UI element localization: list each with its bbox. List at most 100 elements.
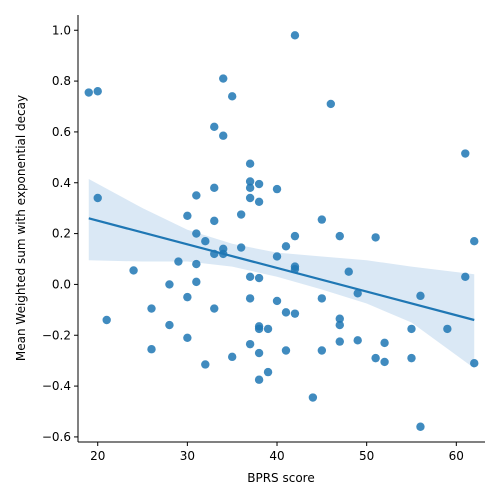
y-tick-label: 0.8 <box>52 74 71 88</box>
scatter-point <box>174 257 183 266</box>
y-tick-label: −0.6 <box>42 430 71 444</box>
scatter-point <box>380 357 389 367</box>
scatter-point <box>254 324 264 334</box>
scatter-point <box>335 320 344 330</box>
scatter-point <box>165 280 174 289</box>
scatter-point <box>245 339 255 349</box>
scatter-point <box>263 367 273 377</box>
y-tick-label: −0.2 <box>42 328 71 342</box>
scatter-point <box>254 197 264 207</box>
scatter-point <box>183 211 192 220</box>
scatter-point <box>245 183 255 193</box>
scatter-point <box>272 296 282 306</box>
scatter-point <box>147 345 156 354</box>
scatter-point <box>407 324 416 334</box>
regression-line-layer <box>88 217 475 322</box>
points-layer <box>84 31 479 431</box>
scatter-point <box>254 273 264 283</box>
scatter-point <box>183 333 192 342</box>
x-tick-label: 50 <box>359 449 374 463</box>
scatter-point <box>461 272 470 281</box>
x-ticks-layer: 20 30 40 50 60 <box>90 442 464 463</box>
scatter-point <box>165 320 174 330</box>
scatter-point <box>254 179 264 189</box>
scatter-point <box>416 422 425 431</box>
scatter-point <box>227 352 237 362</box>
scatter-point <box>335 314 344 323</box>
scatter-point <box>147 304 156 313</box>
scatter-point <box>236 210 246 219</box>
axes-layer <box>77 15 485 443</box>
scatter-point <box>254 375 264 384</box>
y-ticks-layer: −0.6 −0.4 −0.2 0.0 0.2 0.4 0.6 0.8 1.0 <box>42 23 78 444</box>
x-tick-label: 40 <box>269 449 284 463</box>
scatter-point <box>272 184 282 194</box>
scatter-point <box>263 324 273 334</box>
scatter-point <box>201 237 210 246</box>
scatter-point <box>371 353 380 363</box>
scatter-point <box>317 346 327 355</box>
y-tick-label: 0.2 <box>52 227 71 241</box>
scatter-point <box>281 346 291 355</box>
scatter-point <box>407 353 416 363</box>
scatter-point <box>254 348 264 358</box>
scatter-point <box>416 291 425 301</box>
scatter-point <box>245 272 255 281</box>
scatter-point <box>219 74 228 83</box>
scatter-point <box>335 231 344 241</box>
scatter-point <box>93 193 102 203</box>
scatter-point <box>210 183 219 193</box>
scatter-point <box>201 360 210 369</box>
y-axis-label: Mean Weighted sum with exponential decay <box>14 95 28 361</box>
scatter-point <box>102 315 111 325</box>
y-tick-label: 0.0 <box>52 277 71 291</box>
scatter-point <box>290 231 300 241</box>
scatter-point <box>245 159 255 168</box>
scatter-point <box>281 308 291 317</box>
regression-line <box>88 217 475 322</box>
scatter-point <box>272 252 282 261</box>
scatter-point <box>353 336 362 345</box>
scatter-point <box>245 294 255 303</box>
x-tick-label: 20 <box>90 449 105 463</box>
scatter-point <box>353 289 362 298</box>
x-tick-label: 30 <box>180 449 195 463</box>
scatter-point <box>245 177 255 186</box>
scatter-point <box>380 338 389 348</box>
scatter-point <box>192 277 201 287</box>
scatter-point <box>84 88 93 97</box>
scatter-point <box>470 359 479 368</box>
scatter-point <box>461 149 470 158</box>
scatter-point <box>326 99 336 109</box>
scatter-point <box>236 243 246 252</box>
scatter-point <box>192 191 201 200</box>
y-tick-label: 1.0 <box>52 23 71 37</box>
y-tick-label: −0.4 <box>42 379 71 393</box>
scatter-point <box>192 259 201 269</box>
x-tick-label: 60 <box>449 449 464 463</box>
scatter-point <box>317 294 327 303</box>
scatter-point <box>210 216 219 226</box>
scatter-point <box>371 233 380 242</box>
y-tick-label: 0.6 <box>52 125 71 139</box>
scatter-point <box>192 229 201 238</box>
scatter-point <box>317 215 327 224</box>
scatter-point <box>183 292 192 302</box>
scatter-point <box>227 92 237 101</box>
scatter-point <box>210 122 219 132</box>
scatter-point <box>290 31 300 40</box>
scatter-point <box>281 242 291 251</box>
scatter-point <box>290 309 300 318</box>
scatter-point <box>93 87 102 96</box>
scatter-point <box>344 267 353 276</box>
scatter-point <box>443 324 452 334</box>
confidence-band <box>88 178 475 369</box>
y-tick-label: 0.4 <box>52 176 71 190</box>
scatter-point <box>129 266 138 275</box>
scatter-point <box>210 304 219 313</box>
scatter-point <box>308 393 318 402</box>
scatter-point <box>470 237 479 246</box>
scatter-point <box>245 193 255 203</box>
scatter-point <box>335 337 344 346</box>
